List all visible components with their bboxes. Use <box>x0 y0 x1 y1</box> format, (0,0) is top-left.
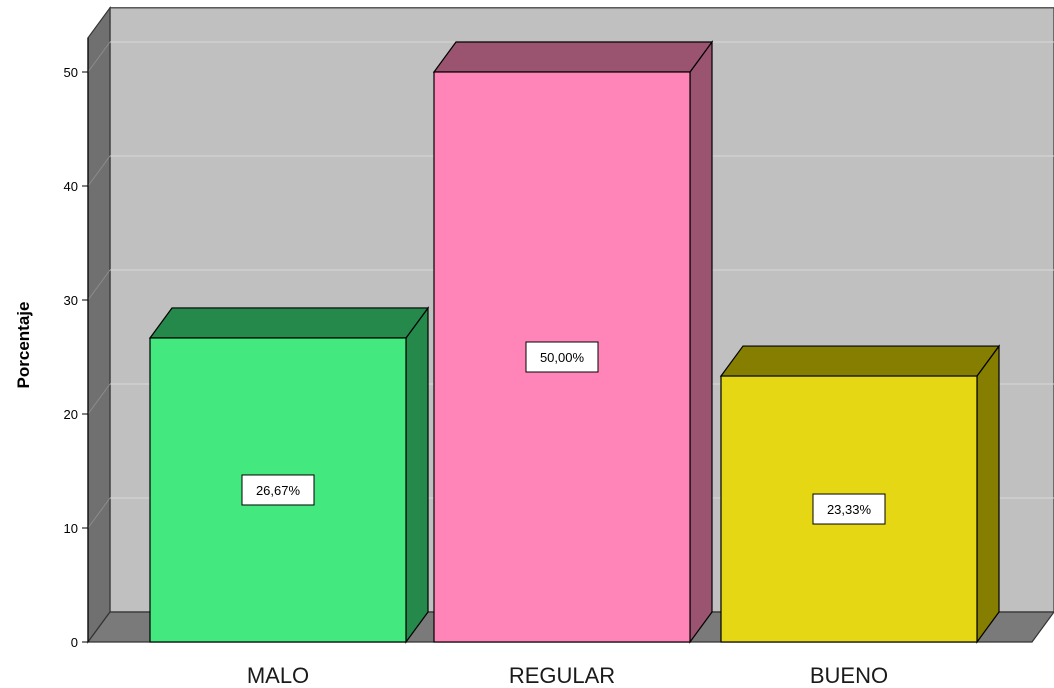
y-tick-label: 20 <box>64 407 78 422</box>
data-label-text: 26,67% <box>256 483 301 498</box>
y-tick-label: 0 <box>71 635 78 650</box>
gridline-side <box>87 383 111 415</box>
data-label-box <box>812 493 886 525</box>
y-tick-label: 40 <box>64 179 78 194</box>
x-axis: MALO REGULAR BUENO <box>247 663 888 688</box>
data-label-box <box>241 474 315 506</box>
bar-side <box>405 306 429 644</box>
bar-top <box>432 41 714 73</box>
left-wall <box>87 5 111 644</box>
y-axis-label: Porcentaje <box>14 302 33 389</box>
x-tick-label: MALO <box>247 663 309 688</box>
bar-regular: 50,00% <box>432 40 714 644</box>
bar-top <box>719 345 1001 377</box>
data-label: 50,00% <box>525 341 599 373</box>
data-label-text: 50,00% <box>540 350 585 365</box>
x-tick-label: BUENO <box>810 663 888 688</box>
bar-bueno: 23,33% <box>719 344 1001 644</box>
data-label: 23,33% <box>812 493 886 525</box>
gridline-side <box>87 497 111 529</box>
bar-top <box>148 307 430 339</box>
y-tick-label: 50 <box>64 65 78 80</box>
bars: 26,67% 50,00% 23,33% <box>148 40 1001 644</box>
data-label-box <box>525 341 599 373</box>
data-label: 26,67% <box>241 474 315 506</box>
y-tick-label: 30 <box>64 293 78 308</box>
bar-side <box>689 40 713 644</box>
data-label-text: 23,33% <box>827 502 872 517</box>
bar-side <box>976 344 1000 644</box>
gridline-side <box>87 41 111 73</box>
y-tick-label: 10 <box>64 521 78 536</box>
y-axis: 0 10 20 30 40 50 <box>64 37 89 650</box>
x-tick-label: REGULAR <box>509 663 615 688</box>
gridline-side <box>87 155 111 187</box>
bar-malo: 26,67% <box>148 306 430 644</box>
gridline-side <box>87 269 111 301</box>
